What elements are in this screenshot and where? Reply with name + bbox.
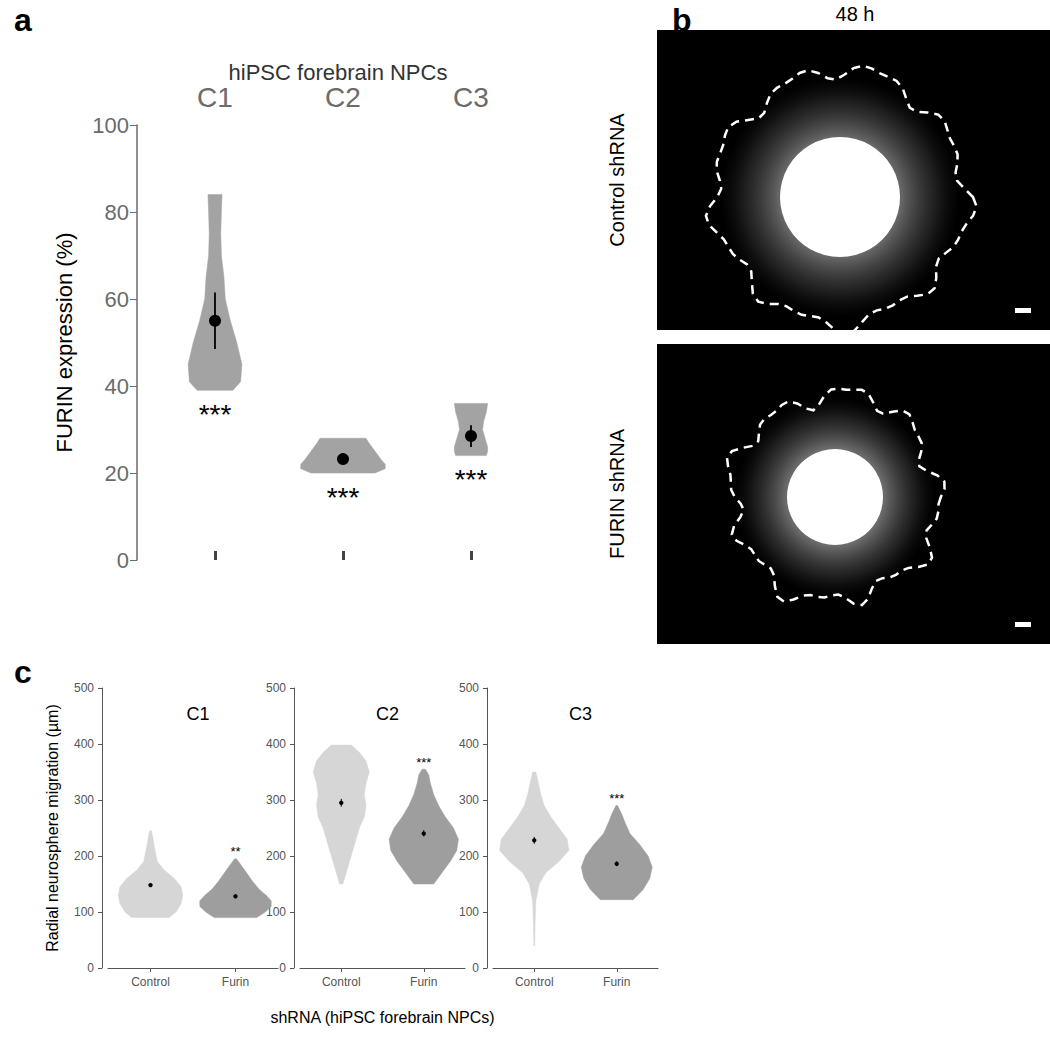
svg-text:a: a: [14, 2, 32, 38]
svg-text:200: 200: [266, 849, 286, 863]
svg-text:c: c: [14, 654, 32, 690]
svg-text:Control shRNA: Control shRNA: [606, 113, 628, 247]
svg-text:***: ***: [455, 464, 488, 495]
svg-text:C2: C2: [376, 704, 399, 724]
svg-text:40: 40: [105, 374, 129, 399]
svg-text:C1: C1: [197, 82, 233, 113]
svg-text:0: 0: [117, 548, 129, 573]
svg-text:80: 80: [105, 200, 129, 225]
svg-text:C3: C3: [453, 82, 489, 113]
svg-text:200: 200: [74, 849, 94, 863]
svg-text:Furin: Furin: [603, 975, 630, 989]
svg-text:500: 500: [74, 681, 94, 695]
svg-text:C2: C2: [325, 82, 361, 113]
svg-text:200: 200: [459, 849, 479, 863]
svg-text:20: 20: [105, 461, 129, 486]
svg-text:400: 400: [459, 737, 479, 751]
svg-text:shRNA (hiPSC forebrain NPCs): shRNA (hiPSC forebrain NPCs): [270, 1009, 494, 1026]
svg-text:***: ***: [199, 399, 232, 430]
svg-text:FURIN shRNA: FURIN shRNA: [606, 428, 628, 559]
svg-text:**: **: [230, 844, 240, 859]
svg-text:C1: C1: [186, 704, 209, 724]
svg-text:***: ***: [416, 755, 431, 770]
svg-text:300: 300: [266, 793, 286, 807]
svg-text:b: b: [672, 2, 692, 38]
svg-text:Control: Control: [322, 975, 361, 989]
svg-text:100: 100: [92, 113, 129, 138]
svg-text:300: 300: [74, 793, 94, 807]
svg-text:Furin: Furin: [410, 975, 437, 989]
svg-text:0: 0: [87, 961, 94, 975]
svg-text:Control: Control: [131, 975, 170, 989]
svg-text:300: 300: [459, 793, 479, 807]
svg-text:Control: Control: [515, 975, 554, 989]
svg-text:400: 400: [74, 737, 94, 751]
svg-text:100: 100: [266, 905, 286, 919]
svg-text:Furin: Furin: [222, 975, 249, 989]
svg-text:500: 500: [459, 681, 479, 695]
svg-text:100: 100: [459, 905, 479, 919]
svg-text:100: 100: [74, 905, 94, 919]
svg-text:0: 0: [279, 961, 286, 975]
svg-text:***: ***: [327, 482, 360, 513]
svg-text:FURIN expression (%): FURIN expression (%): [52, 232, 77, 452]
svg-text:Radial neurosphere migration (: Radial neurosphere migration (µm): [44, 704, 61, 952]
svg-text:60: 60: [105, 287, 129, 312]
svg-text:C3: C3: [569, 704, 592, 724]
svg-text:400: 400: [266, 737, 286, 751]
svg-text:0: 0: [472, 961, 479, 975]
svg-text:hiPSC forebrain NPCs: hiPSC forebrain NPCs: [228, 59, 448, 85]
svg-text:***: ***: [609, 791, 624, 806]
svg-text:48 h: 48 h: [836, 3, 875, 25]
svg-text:500: 500: [266, 681, 286, 695]
